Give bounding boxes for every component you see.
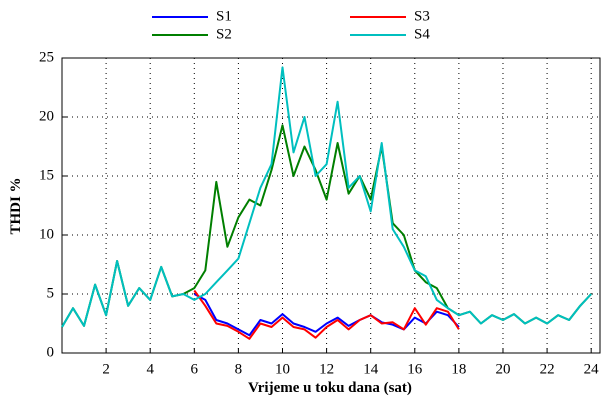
legend-label: S4: [414, 26, 430, 42]
series-line: [61, 124, 592, 328]
x-tick-label: 18: [451, 361, 466, 377]
y-tick-label: 0: [47, 344, 55, 360]
y-tick-label: 25: [39, 49, 54, 65]
legend-label: S3: [414, 8, 430, 24]
legend-label: S1: [216, 8, 232, 24]
x-tick-label: 16: [407, 361, 423, 377]
legend-label: S2: [216, 26, 232, 42]
plot-frame: [61, 57, 601, 354]
x-tick-label: 14: [363, 361, 379, 377]
x-tick-label: 6: [191, 361, 199, 377]
series-line: [193, 293, 460, 337]
y-tick-label: 20: [39, 108, 54, 124]
y-tick-label: 5: [47, 285, 55, 301]
y-axis-label: THDI %: [8, 177, 24, 234]
x-tick-label: 24: [584, 361, 600, 377]
x-tick-label: 20: [495, 361, 510, 377]
x-axis-label: Vrijeme u toku dana (sat): [248, 380, 412, 396]
y-tick-label: 10: [39, 226, 54, 242]
x-tick-label: 2: [102, 361, 110, 377]
x-tick-label: 22: [540, 361, 555, 377]
y-tick-label: 15: [39, 167, 54, 183]
x-tick-label: 8: [235, 361, 243, 377]
x-tick-label: 10: [275, 361, 290, 377]
series-line: [61, 66, 592, 328]
x-tick-label: 4: [146, 361, 154, 377]
series-line: [193, 289, 460, 340]
x-tick-label: 12: [319, 361, 334, 377]
